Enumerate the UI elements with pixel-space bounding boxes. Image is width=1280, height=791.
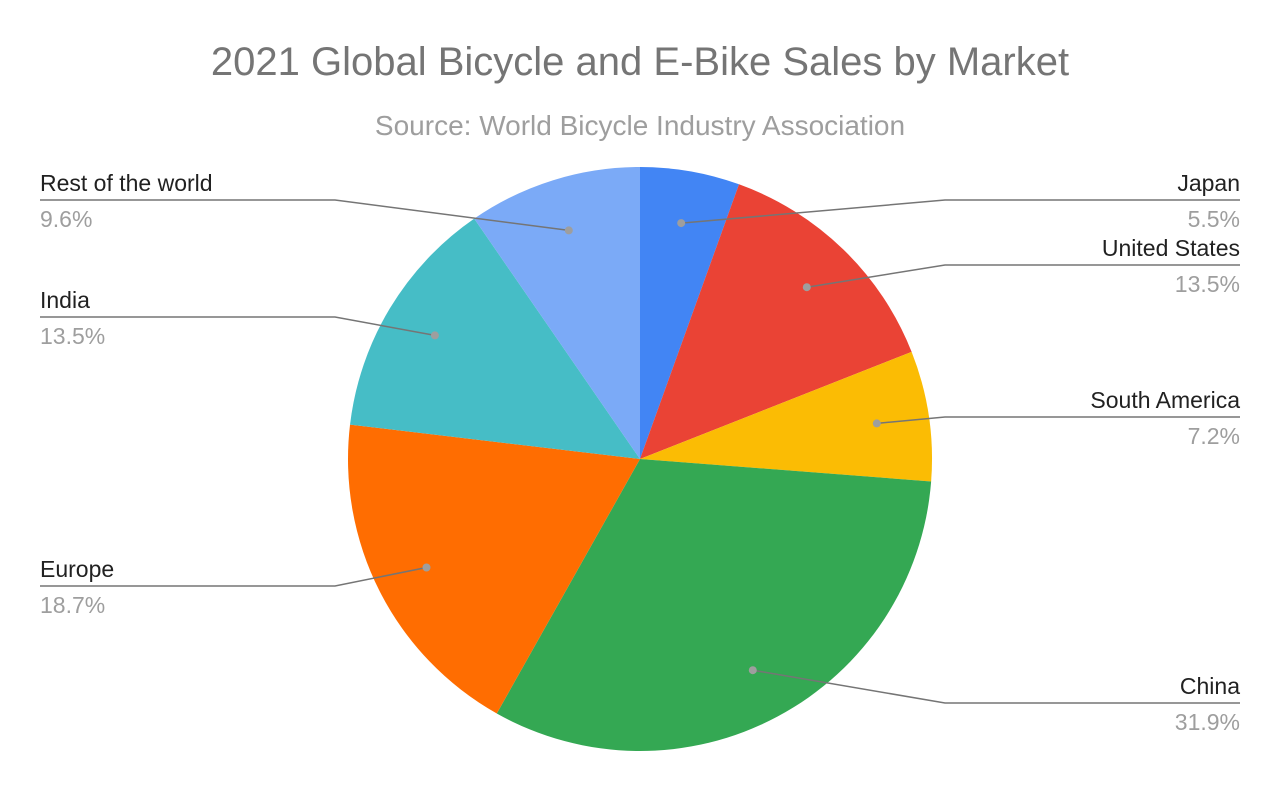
callout-dot-india bbox=[430, 331, 439, 340]
slice-label-south-america: South America bbox=[1090, 387, 1240, 413]
pie-slice-india bbox=[350, 218, 640, 459]
callout-line-rest-of-the-world bbox=[40, 199, 569, 232]
slice-label-china: China bbox=[1180, 673, 1240, 699]
callout-line-china bbox=[752, 669, 1240, 704]
pie-slice-japan bbox=[640, 167, 740, 459]
pie-slice-europe bbox=[348, 424, 640, 714]
callout-dot-united-states bbox=[802, 283, 811, 292]
chart-title: 2021 Global Bicycle and E-Bike Sales by … bbox=[210, 40, 1070, 84]
slice-value-japan: 5.5% bbox=[1188, 206, 1240, 232]
slice-label-japan: Japan bbox=[1177, 170, 1240, 196]
slice-value-united-states: 13.5% bbox=[1175, 271, 1240, 297]
slice-label-rest-of-the-world: Rest of the world bbox=[40, 170, 213, 196]
callout-dot-south-america bbox=[872, 419, 881, 428]
pie-slice-china bbox=[496, 459, 932, 751]
pie-slice-rest-of-the-world bbox=[474, 167, 640, 459]
callout-dot-china bbox=[748, 666, 757, 675]
slice-value-europe: 18.7% bbox=[40, 592, 105, 618]
callout-line-united-states bbox=[806, 264, 1240, 288]
slice-label-india: India bbox=[40, 287, 90, 313]
slice-label-europe: Europe bbox=[40, 556, 114, 582]
chart-subtitle: Source: World Bicycle Industry Associati… bbox=[374, 110, 906, 141]
slice-value-rest-of-the-world: 9.6% bbox=[40, 206, 92, 232]
callout-line-south-america bbox=[876, 416, 1240, 425]
slice-label-united-states: United States bbox=[1102, 235, 1240, 261]
callout-line-india bbox=[40, 316, 436, 337]
callout-line-japan bbox=[681, 199, 1240, 224]
callout-dot-europe bbox=[422, 563, 431, 572]
slice-value-china: 31.9% bbox=[1175, 709, 1240, 735]
slice-value-india: 13.5% bbox=[40, 323, 105, 349]
pie-slice-united-states bbox=[640, 184, 912, 460]
slice-value-south-america: 7.2% bbox=[1188, 423, 1240, 449]
callout-dot-japan bbox=[677, 219, 686, 228]
pie-slice-south-america bbox=[640, 351, 932, 482]
callout-line-europe bbox=[40, 566, 427, 587]
callout-dot-rest-of-the-world bbox=[564, 226, 573, 235]
